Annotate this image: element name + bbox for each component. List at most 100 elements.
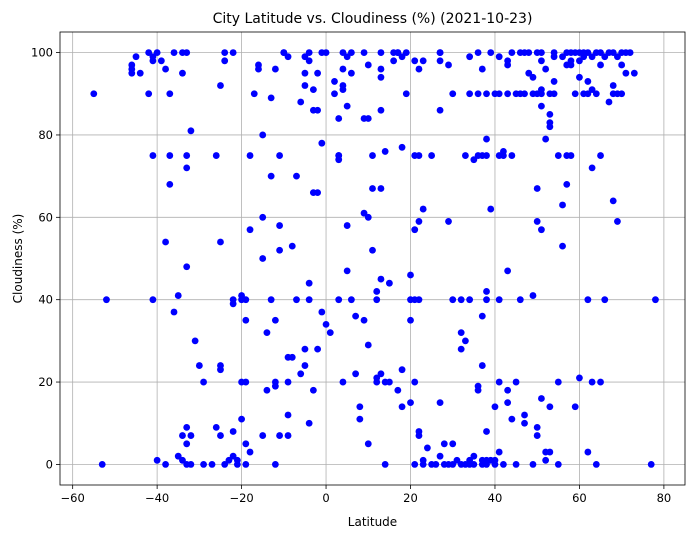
data-point <box>398 403 406 411</box>
data-point <box>381 461 389 468</box>
data-point <box>377 106 385 114</box>
data-point <box>183 263 191 271</box>
x-tick-label: 20 <box>403 491 418 505</box>
data-point <box>314 69 322 77</box>
data-point <box>233 461 241 468</box>
data-point <box>521 411 528 419</box>
data-point <box>630 69 638 77</box>
data-point <box>478 312 486 320</box>
data-point <box>576 73 583 81</box>
data-point <box>352 370 360 378</box>
y-tick-label: 20 <box>38 375 53 389</box>
data-point <box>601 296 609 304</box>
data-point <box>622 69 630 77</box>
data-point <box>563 180 571 188</box>
data-point <box>542 135 550 143</box>
data-point <box>538 49 545 56</box>
data-point <box>618 61 626 69</box>
data-point <box>483 90 490 98</box>
data-point <box>103 296 110 304</box>
data-point <box>436 452 444 460</box>
data-point <box>470 452 478 460</box>
y-tick-label: 60 <box>38 210 53 224</box>
data-point <box>183 440 191 448</box>
data-point <box>567 152 575 159</box>
x-tick-label: 40 <box>488 491 503 505</box>
data-point <box>242 378 250 386</box>
data-point <box>191 337 199 345</box>
data-point <box>533 432 541 439</box>
data-point <box>187 432 195 439</box>
data-point <box>170 49 178 56</box>
y-tick-label: 100 <box>31 46 53 60</box>
data-point <box>297 370 305 378</box>
data-point <box>411 57 419 65</box>
data-point <box>166 152 174 159</box>
data-point <box>162 238 169 246</box>
data-point <box>584 90 592 98</box>
data-point <box>364 341 372 349</box>
data-point <box>402 90 410 98</box>
data-point <box>466 90 474 98</box>
data-point <box>576 57 583 65</box>
data-point <box>280 49 288 56</box>
data-point <box>369 185 376 192</box>
data-point <box>483 428 490 435</box>
data-point <box>153 456 161 464</box>
data-point <box>174 292 182 299</box>
plot-frame <box>59 31 686 486</box>
data-point <box>571 90 579 98</box>
data-point <box>284 378 292 386</box>
data-point <box>377 65 385 73</box>
data-point <box>597 61 604 69</box>
data-point <box>546 110 554 118</box>
data-point <box>179 432 186 439</box>
data-point <box>217 238 224 246</box>
data-point <box>229 428 237 435</box>
data-point <box>288 242 296 250</box>
data-point <box>364 213 372 221</box>
data-point <box>402 49 410 56</box>
data-point <box>364 61 372 69</box>
data-point <box>500 461 507 468</box>
data-point <box>529 461 537 468</box>
data-point <box>445 61 452 69</box>
data-point <box>554 152 562 159</box>
data-point <box>436 106 444 114</box>
data-point <box>195 362 203 369</box>
data-point <box>592 461 600 468</box>
data-point <box>238 292 245 299</box>
data-point <box>584 448 592 456</box>
data-point <box>474 49 482 56</box>
data-point <box>322 320 330 328</box>
data-point <box>495 378 503 386</box>
data-point <box>369 152 376 159</box>
data-point <box>166 180 174 188</box>
data-point <box>504 90 512 98</box>
data-point <box>495 90 503 98</box>
data-point <box>529 73 537 81</box>
data-point <box>491 403 499 411</box>
data-point <box>614 53 621 61</box>
data-point <box>592 90 600 98</box>
data-point <box>554 378 562 386</box>
data-point <box>356 415 364 423</box>
data-point <box>360 316 368 324</box>
data-point <box>597 49 604 56</box>
data-point <box>394 49 402 56</box>
data-point <box>267 94 275 102</box>
data-point <box>609 49 617 56</box>
data-point <box>457 345 465 353</box>
data-point <box>293 296 300 304</box>
data-point <box>183 152 191 159</box>
data-point <box>584 296 592 304</box>
data-point <box>187 127 195 135</box>
data-point <box>588 86 596 94</box>
data-point <box>504 57 512 65</box>
data-point <box>411 378 419 386</box>
data-point <box>576 374 583 382</box>
data-point <box>271 65 279 73</box>
data-point <box>529 292 537 299</box>
data-point <box>339 378 347 386</box>
data-point <box>242 461 250 468</box>
